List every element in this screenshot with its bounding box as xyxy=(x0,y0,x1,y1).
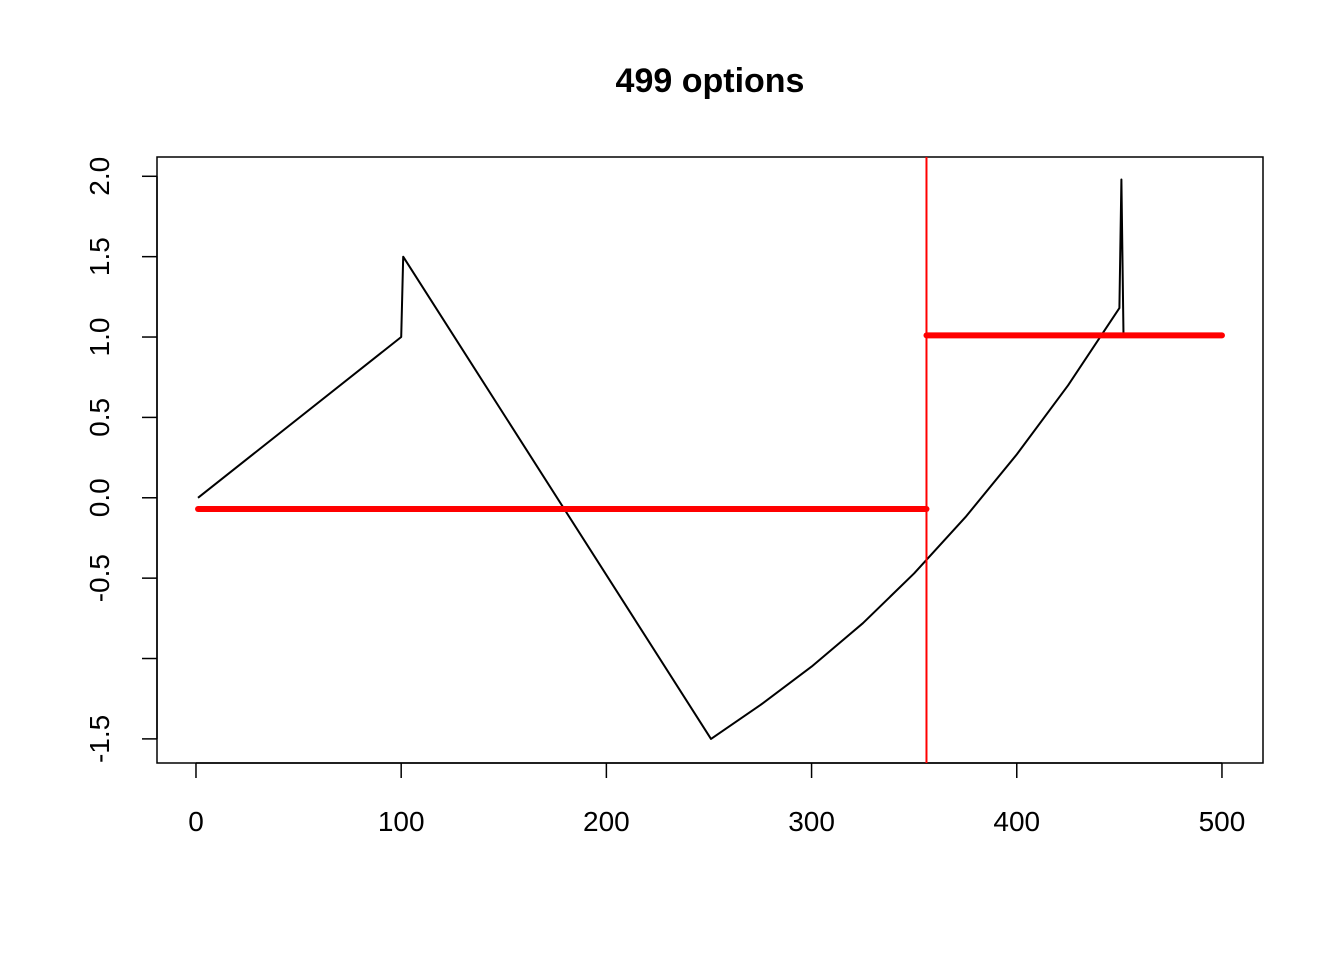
plot-frame xyxy=(156,156,1264,764)
y-tick-label: 1.5 xyxy=(84,237,115,276)
overlay-layer xyxy=(195,157,1225,763)
y-tick-label: -0.5 xyxy=(84,554,115,602)
x-tick-label: 400 xyxy=(993,806,1040,837)
series-line xyxy=(197,178,1125,740)
series-layer xyxy=(197,178,1125,740)
y-tick-label: 0.5 xyxy=(84,398,115,437)
y-tick-label: -1.5 xyxy=(84,715,115,763)
y-tick-label: 1.0 xyxy=(84,318,115,357)
x-tick-label: 300 xyxy=(788,806,835,837)
y-tick-label: 0.0 xyxy=(84,478,115,517)
x-tick-label: 200 xyxy=(583,806,630,837)
chart-title: 499 options xyxy=(616,62,805,100)
x-axis: 0 100 200 300 400 500 xyxy=(188,762,1246,837)
x-tick-label: 0 xyxy=(188,806,204,837)
y-tick-label: 2.0 xyxy=(84,157,115,196)
x-tick-label: 100 xyxy=(378,806,425,837)
x-tick-label: 500 xyxy=(1199,806,1246,837)
y-axis: -1.5 -0.5 0.0 0.5 1.0 1.5 2.0 xyxy=(84,157,158,763)
